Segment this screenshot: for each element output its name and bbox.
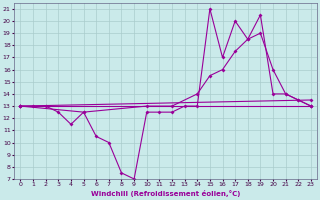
X-axis label: Windchill (Refroidissement éolien,°C): Windchill (Refroidissement éolien,°C)	[91, 190, 240, 197]
